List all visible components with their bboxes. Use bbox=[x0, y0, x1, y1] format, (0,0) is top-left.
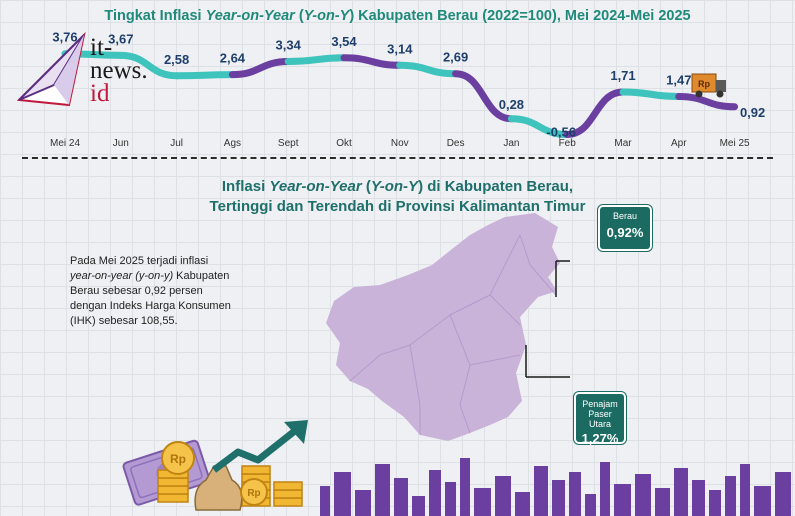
data-label: -0,56 bbox=[546, 124, 576, 139]
x-tick-label: Mei 25 bbox=[720, 138, 750, 149]
x-tick-label: Apr bbox=[671, 138, 687, 149]
x-tick-label: Jan bbox=[503, 138, 519, 149]
skyline-building bbox=[474, 488, 491, 516]
line-segment bbox=[117, 51, 181, 80]
data-label: 3,67 bbox=[108, 31, 133, 46]
line-segment bbox=[228, 58, 292, 79]
x-tick-label: Jun bbox=[113, 138, 129, 149]
line-segment bbox=[507, 115, 571, 138]
skyline-building bbox=[709, 490, 721, 516]
skyline-building bbox=[429, 470, 441, 516]
x-tick-label: Jul bbox=[170, 138, 183, 149]
map-regency-borders bbox=[349, 234, 557, 435]
x-tick-label: Mei 24 bbox=[50, 138, 80, 149]
x-tick-label: Sept bbox=[278, 138, 299, 149]
x-tick-label: Ags bbox=[224, 138, 241, 149]
skyline-building bbox=[534, 466, 548, 516]
skyline-building bbox=[725, 476, 736, 516]
skyline-building bbox=[740, 464, 750, 516]
skyline-building bbox=[515, 492, 530, 516]
x-tick-label: Des bbox=[447, 138, 465, 149]
line-segment bbox=[173, 71, 236, 80]
skyline-building bbox=[412, 496, 425, 516]
skyline-building bbox=[692, 480, 705, 516]
itnews-logo-text: it- news. id bbox=[90, 34, 148, 107]
skyline-building bbox=[355, 490, 371, 516]
skyline-building bbox=[495, 476, 511, 516]
line-segment bbox=[619, 88, 683, 101]
skyline-building bbox=[635, 474, 651, 516]
ppu-callout: Penajam Paser Utara 1,27% bbox=[574, 392, 626, 446]
rp-coin-icon bbox=[161, 441, 195, 475]
section-divider bbox=[22, 157, 773, 159]
data-label: 1,47 bbox=[666, 73, 691, 88]
skyline-building bbox=[775, 472, 791, 516]
line-segment bbox=[675, 93, 739, 111]
inflation-line-chart: 3,76 Mei 24 3,67 Jun 2,58 Jul 2,64 Ags 3,34 Sept 3… bbox=[50, 30, 765, 149]
city-skyline-illustration bbox=[320, 458, 791, 516]
money-bag-icon bbox=[194, 465, 243, 511]
skyline-building bbox=[552, 480, 565, 516]
line-segment bbox=[396, 61, 460, 78]
skyline-building bbox=[600, 462, 610, 516]
data-label: 0,28 bbox=[499, 97, 524, 112]
data-label: 3,34 bbox=[276, 38, 302, 53]
itnews-logo-icon bbox=[16, 31, 86, 107]
data-label: 2,64 bbox=[220, 51, 246, 66]
map-section-title: Inflasi Year-on-Year (Y-on-Y) di Kabupat… bbox=[209, 178, 586, 215]
data-label: 3,54 bbox=[331, 34, 357, 49]
skyline-building bbox=[445, 482, 456, 516]
x-tick-label: Okt bbox=[336, 138, 352, 149]
line-segment bbox=[340, 54, 404, 69]
kalimantan-timur-map bbox=[326, 213, 570, 441]
line-segment bbox=[563, 88, 627, 138]
data-label: 2,69 bbox=[443, 50, 468, 65]
skyline-building bbox=[320, 486, 330, 516]
skyline-building bbox=[569, 472, 581, 516]
summary-paragraph: Pada Mei 2025 terjadi inflasi year-on-ye… bbox=[70, 255, 231, 327]
skyline-building bbox=[375, 464, 390, 516]
truck-rp-label: Rp bbox=[698, 79, 710, 89]
growth-arrow-icon bbox=[211, 427, 299, 473]
skyline-building bbox=[394, 478, 408, 516]
svg-text:Rp: Rp bbox=[170, 452, 186, 466]
data-label: 3,76 bbox=[52, 30, 77, 45]
svg-text:Rp: Rp bbox=[247, 488, 260, 499]
skyline-building bbox=[614, 484, 631, 516]
x-tick-label: Nov bbox=[391, 138, 409, 149]
x-tick-label: Feb bbox=[559, 138, 577, 149]
skyline-building bbox=[334, 472, 351, 516]
data-label: 3,14 bbox=[387, 41, 413, 56]
skyline-building bbox=[754, 486, 771, 516]
delivery-truck-icon: Rp bbox=[691, 73, 726, 98]
chart-title: Tingkat Inflasi Year-on-Year (Y-on-Y) Ka… bbox=[104, 8, 691, 24]
skyline-building bbox=[460, 458, 470, 516]
coin-stack bbox=[157, 465, 303, 507]
skyline-building bbox=[585, 494, 596, 516]
data-label: 2,58 bbox=[164, 52, 189, 67]
x-tick-label: Mar bbox=[614, 138, 632, 149]
data-label: 1,71 bbox=[610, 68, 635, 83]
line-segment bbox=[284, 54, 348, 66]
money-coins-illustration: Rp Rp bbox=[122, 420, 308, 511]
berau-callout: Berau 0,92% bbox=[598, 205, 652, 251]
skyline-building bbox=[674, 468, 688, 516]
data-label: 0,92 bbox=[740, 105, 765, 120]
line-segment bbox=[452, 70, 515, 123]
skyline-building bbox=[655, 488, 670, 516]
